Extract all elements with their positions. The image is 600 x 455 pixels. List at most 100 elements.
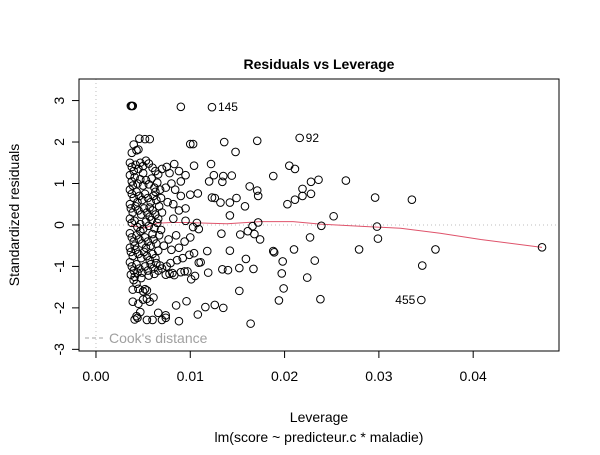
y-tick-label: 0 (51, 221, 67, 229)
y-tick-label: -2 (51, 301, 67, 314)
data-point (268, 171, 278, 181)
data-point (407, 195, 417, 204)
data-point (253, 191, 263, 201)
data-point (310, 256, 320, 265)
data-point (176, 102, 186, 112)
data-point (240, 201, 250, 211)
data-point (193, 310, 203, 319)
x-axis: 0.00 0.01 0.02 0.03 0.04 (82, 350, 487, 384)
data-point (144, 271, 154, 280)
data-point (181, 204, 190, 213)
data-point (246, 319, 255, 328)
data-point (235, 286, 244, 296)
data-point (225, 198, 235, 207)
data-point (206, 159, 216, 169)
data-point (306, 177, 316, 187)
y-axis-label: Standardized residuals (6, 144, 22, 286)
data-point (133, 197, 142, 207)
data-point (186, 274, 196, 284)
data-point (218, 265, 227, 274)
data-point (192, 218, 202, 228)
data-point (216, 198, 225, 207)
data-point (225, 246, 235, 255)
data-point (153, 170, 163, 179)
data-point (314, 175, 323, 185)
data-point (167, 245, 176, 255)
data-point (150, 183, 159, 192)
data-point (135, 226, 145, 236)
data-point (431, 245, 440, 254)
data-point (249, 264, 258, 274)
data-point (138, 161, 148, 171)
data-point (145, 134, 155, 144)
data-point (141, 156, 151, 165)
data-point (210, 193, 220, 203)
data-point (180, 237, 189, 246)
legend: Cook's distance (85, 330, 208, 346)
data-point (194, 258, 204, 267)
data-point (181, 170, 190, 180)
data-point (132, 311, 141, 321)
data-point (180, 267, 189, 276)
data-point (305, 233, 315, 242)
data-point (127, 148, 137, 158)
data-point (290, 164, 300, 174)
data-point (147, 174, 156, 183)
data-point (250, 229, 259, 239)
data-point (235, 230, 245, 239)
data-point (174, 243, 184, 253)
data-point (142, 286, 152, 295)
data-point (161, 183, 171, 192)
chart-subtitle: lm(score ~ predicteur.c * maladie) (215, 429, 424, 445)
data-point (128, 101, 138, 111)
data-point (148, 315, 157, 325)
data-point (125, 214, 135, 224)
data-point (167, 179, 176, 188)
points-layer (125, 101, 547, 328)
data-point (125, 243, 135, 253)
data-point (161, 311, 171, 320)
data-point (144, 221, 154, 231)
reference-lines (79, 79, 559, 351)
data-point (253, 218, 263, 227)
point-label: 145 (218, 100, 238, 114)
data-point (174, 166, 184, 176)
plot-box (78, 78, 560, 352)
point-label: 455 (395, 293, 415, 307)
data-point (164, 235, 173, 244)
data-point (218, 171, 228, 181)
data-point (278, 257, 287, 266)
data-point (283, 199, 292, 209)
data-point (150, 223, 159, 233)
data-point (329, 211, 338, 221)
data-point (341, 176, 351, 185)
data-point (157, 208, 167, 217)
data-point (298, 191, 307, 201)
point-labels: 145 92 455 (218, 100, 416, 307)
data-point (268, 246, 278, 256)
data-point (207, 193, 217, 202)
data-point (255, 235, 265, 244)
data-point (248, 221, 257, 231)
data-point (169, 270, 179, 280)
data-point (245, 182, 254, 191)
data-point (134, 284, 143, 294)
data-point (306, 189, 316, 199)
data-point (277, 269, 287, 278)
data-point (189, 161, 199, 170)
y-tick-label: 1 (51, 179, 67, 187)
data-point (289, 245, 299, 254)
data-point (231, 147, 240, 157)
data-point (241, 254, 251, 264)
data-point (145, 297, 155, 306)
y-axis: -3 -2 -1 0 1 2 3 (51, 96, 80, 356)
data-point (138, 181, 148, 190)
data-point (182, 296, 191, 306)
data-point (140, 284, 150, 294)
data-point (417, 261, 427, 270)
data-point (129, 140, 138, 149)
smoother-line (130, 221, 543, 248)
data-point (269, 248, 279, 257)
x-tick-label: 0.02 (271, 368, 298, 384)
data-point (142, 294, 152, 304)
